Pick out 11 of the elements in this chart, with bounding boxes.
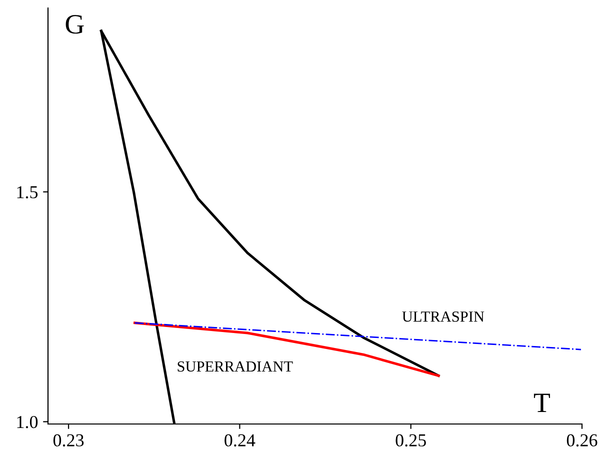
line-series [134,322,440,377]
x-tick-label: 0.24 [224,434,256,447]
x-tick-label: 0.26 [566,434,598,447]
annotation: SUPERRADIANT [178,361,293,372]
y-axis-title: G [66,15,84,34]
x-tick-label: 0.23 [53,434,84,447]
y-tick-label: 1.0 [17,416,38,428]
annotation: ULTRASPIN [402,311,484,322]
x-tick-label: 0.25 [396,434,426,447]
x-axis-title: T [534,394,550,412]
y-tick-label: 1.5 [17,186,38,198]
